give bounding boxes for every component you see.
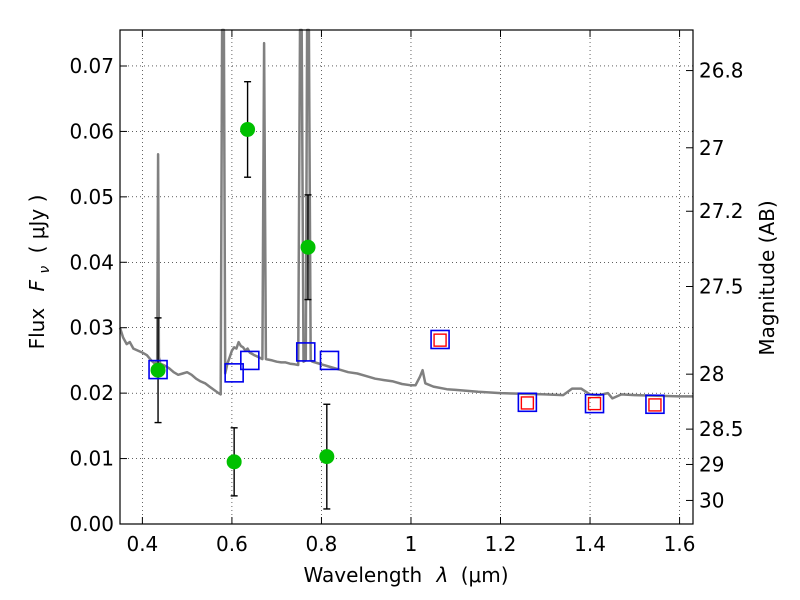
observed-point [226, 454, 242, 470]
plot-frame [119, 29, 694, 525]
measured-square [433, 333, 447, 347]
x-axis-label: Wavelength λ (μm) [303, 563, 508, 587]
y-tick-label: 0.02 [69, 381, 114, 405]
x-tick-label: 0.8 [306, 532, 338, 556]
model-square [430, 329, 450, 350]
y-tick-label: 0.07 [69, 54, 114, 78]
y-tick-label: 0.00 [69, 512, 114, 536]
mag-tick-label: 29 [699, 452, 724, 476]
model-square [295, 342, 316, 362]
y-tick-label: 0.05 [69, 185, 114, 209]
mag-tick-label: 27.5 [699, 274, 744, 298]
observed-point [240, 121, 256, 137]
x-tick-label: 1.4 [574, 532, 606, 556]
model-square [584, 393, 605, 414]
spectrum-line [118, 28, 693, 400]
y-tick-label: 0.06 [69, 119, 114, 143]
y-tick-labels: 0.00 0.01 0.02 0.03 0.04 0.05 0.06 0.07 [69, 54, 114, 536]
model-square [148, 359, 168, 380]
axis-ticks [120, 30, 693, 525]
observed-point [300, 239, 316, 255]
measured-square [648, 398, 662, 412]
mag-tick-label: 28 [699, 362, 724, 386]
model-square [645, 394, 665, 415]
mag-tick-label: 27 [699, 136, 724, 160]
x-tick-labels: 0.4 0.6 0.8 1 1.2 1.4 1.6 [126, 532, 695, 556]
x-tick-label: 1.6 [664, 532, 696, 556]
x-tick-label: 1 [405, 532, 418, 556]
measured-square [587, 396, 602, 411]
observed-point [319, 449, 335, 465]
x-tick-label: 0.6 [216, 532, 248, 556]
y-tick-label: 0.01 [69, 447, 114, 471]
mag-tick-label: 26.8 [699, 59, 744, 83]
model-square [517, 392, 538, 413]
mag-tick-label: 30 [699, 488, 724, 512]
model-square [240, 350, 260, 371]
mag-tick-label: 27.2 [699, 199, 744, 223]
y-tick-label: 0.03 [69, 316, 114, 340]
mag-tick-labels: 26.8 27 27.2 27.5 28 28.5 29 30 [699, 59, 744, 513]
model-square [224, 363, 244, 383]
x-tick-label: 1.2 [485, 532, 517, 556]
model-spectrum [118, 28, 693, 400]
y-tick-label: 0.04 [69, 250, 114, 274]
measured-square [520, 396, 535, 410]
mag-tick-label: 28.5 [699, 417, 744, 441]
x-tick-label: 0.4 [126, 532, 158, 556]
model-square [319, 350, 340, 371]
plot-background [120, 30, 693, 524]
observed-point [150, 362, 166, 378]
data-markers [148, 121, 665, 470]
y2-axis-label: Magnitude (AB) [755, 200, 779, 355]
y-axis-label: Flux F ν ( μJy ) [25, 195, 54, 350]
